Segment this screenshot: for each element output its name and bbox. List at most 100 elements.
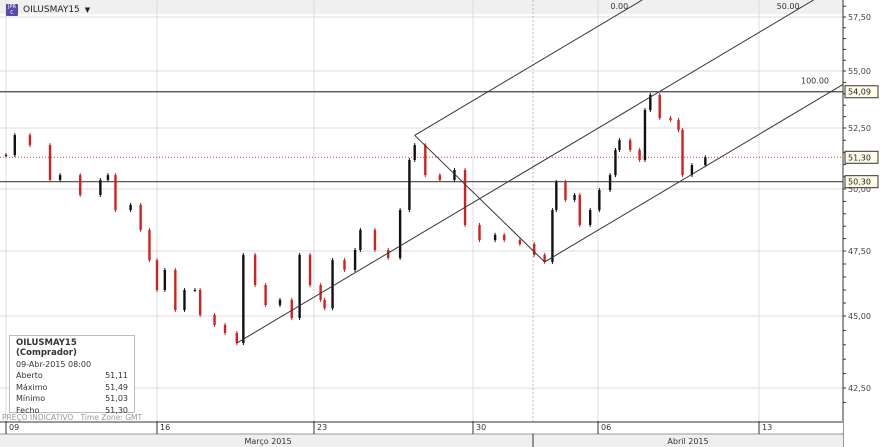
x-tick-label: 09 (9, 423, 19, 432)
level-price-tag-box (844, 85, 879, 99)
candle-body (308, 254, 312, 286)
chevron-down-icon[interactable]: ▼ (84, 6, 91, 14)
candle-body (573, 194, 576, 200)
candle-body (353, 250, 357, 270)
level-price-tag: 50,30 (848, 178, 871, 187)
candle-body (408, 159, 411, 211)
candle-body (139, 204, 142, 230)
tooltip-row-open: Aberto 51,11 (16, 371, 128, 380)
y-tick-label: 55,00 (848, 67, 871, 76)
candle-body (503, 234, 506, 241)
candle-body (242, 254, 245, 344)
candle-body (298, 254, 301, 319)
x-tick-label: 30 (476, 423, 486, 432)
candle-body (253, 254, 257, 286)
candle-body (555, 181, 558, 211)
candle-body (704, 157, 707, 166)
x-tick-label: 23 (317, 423, 327, 432)
candle-body (183, 290, 186, 311)
candle-body (359, 229, 362, 251)
y-tick-label: 45,00 (848, 312, 871, 321)
candle-body (564, 181, 567, 200)
candle-body (463, 169, 467, 225)
candle-body (493, 234, 497, 241)
candle-body (690, 165, 694, 176)
candle-body (319, 285, 322, 300)
candle-body (598, 189, 601, 211)
candle-body (638, 149, 641, 160)
candle-body (608, 175, 612, 190)
month-label: Março 2015 (244, 437, 291, 446)
y-axis-panel (843, 0, 880, 447)
candle-body (174, 269, 177, 311)
y-tick-label: 47,50 (848, 247, 871, 256)
candle-body (373, 229, 377, 251)
candle-body (658, 94, 661, 118)
header-band (0, 0, 843, 14)
candle-body (331, 260, 334, 309)
candle-body (13, 135, 17, 156)
candle-body (424, 145, 427, 176)
candle-body (518, 240, 522, 245)
month-axis-panel (0, 434, 843, 447)
candle-body (213, 314, 216, 325)
candle-body (478, 224, 481, 241)
candle-body (155, 260, 159, 290)
candle-body (551, 210, 554, 262)
candle-body (264, 285, 267, 306)
chart-footer: PREÇO INDICATIVO Time Zone: GMT (2, 413, 142, 422)
candle-body (532, 244, 536, 255)
candle-body (198, 290, 202, 315)
candle-body (79, 175, 82, 195)
candle-body (106, 175, 110, 180)
candle-body (99, 179, 102, 195)
candle-body (58, 175, 62, 180)
pitchfork-median-line-label: 50.00 (777, 2, 800, 11)
candle-body (28, 135, 32, 146)
candle-body (235, 332, 239, 344)
candle-body (148, 229, 151, 261)
candle-body (649, 94, 652, 110)
current-price-tag-box (844, 150, 879, 164)
candle-body (677, 120, 680, 130)
candle-body (387, 250, 390, 259)
symbol-selector[interactable]: JPR C OILUSMAY15 ▼ (6, 4, 90, 16)
y-tick-label: 52,50 (848, 124, 871, 133)
candle-body (193, 290, 197, 291)
candle-body (413, 145, 416, 160)
candle-body (290, 299, 293, 319)
candle-body (223, 324, 227, 333)
tooltip-row-close: Fecho 51,30 (16, 405, 128, 415)
candle-body (278, 299, 282, 306)
candle-body (629, 140, 632, 150)
candle-body (4, 155, 8, 157)
candle-body (453, 169, 456, 180)
candle-body (618, 140, 621, 150)
pitchfork-upper-line-label: 0.00 (610, 2, 628, 11)
candle-body (323, 299, 326, 309)
candle-body (578, 194, 581, 225)
x-axis-panel (0, 421, 843, 433)
tooltip-title: OILUSMAY15 (Comprador) (16, 338, 77, 358)
tooltip-datetime: 09-Abr-2015 08:00 (16, 360, 92, 369)
tooltip-row-low: Mínimo 51,03 (16, 394, 128, 403)
candle-body (669, 117, 672, 121)
candle-body (614, 149, 617, 176)
pitchfork-upper-line (414, 0, 643, 136)
pitchfork-lower-line-label: 100.00 (801, 76, 829, 85)
pitchfork-median-line (236, 0, 814, 344)
level-price-tag-box (844, 175, 879, 189)
pitchfork-lower-line (544, 84, 844, 263)
tooltip-row-high: Máximo 51,49 (16, 382, 128, 392)
candle-body (48, 145, 52, 180)
y-tick-label: 57,50 (848, 13, 871, 22)
x-tick-label: 06 (601, 423, 611, 432)
candle-body (438, 175, 442, 180)
timezone: Time Zone: GMT (80, 413, 143, 422)
candle-body (681, 129, 684, 176)
candle-body (129, 204, 132, 211)
level-price-tag: 54,09 (848, 88, 871, 97)
current-price-tag: 51,30 (848, 153, 871, 162)
